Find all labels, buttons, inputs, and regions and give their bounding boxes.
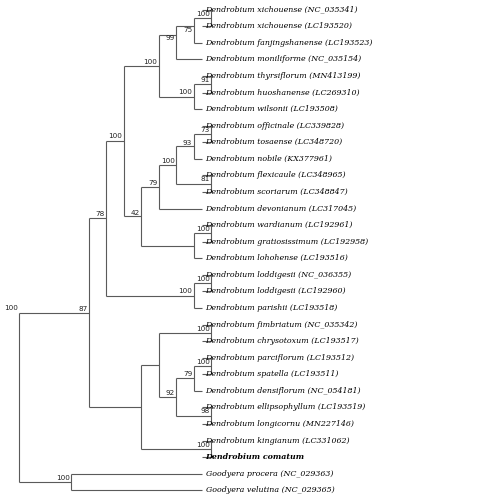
- Text: 100: 100: [109, 134, 122, 140]
- Text: 78: 78: [96, 211, 105, 217]
- Text: Dendrobium spatella (LC193511): Dendrobium spatella (LC193511): [206, 370, 339, 378]
- Text: Dendrobium moniliforme (NC_035154): Dendrobium moniliforme (NC_035154): [206, 56, 362, 64]
- Text: 93: 93: [183, 140, 192, 146]
- Text: Dendrobium thyrsiflorum (MN413199): Dendrobium thyrsiflorum (MN413199): [206, 72, 361, 80]
- Text: Dendrobium kingianum (LC331062): Dendrobium kingianum (LC331062): [206, 436, 350, 444]
- Text: Dendrobium tosaense (LC348720): Dendrobium tosaense (LC348720): [206, 138, 343, 146]
- Text: Dendrobium gratiosissimum (LC192958): Dendrobium gratiosissimum (LC192958): [206, 238, 369, 246]
- Text: Goodyera velutina (NC_029365): Goodyera velutina (NC_029365): [206, 486, 334, 494]
- Text: 42: 42: [131, 210, 140, 216]
- Text: Dendrobium scoriarum (LC348847): Dendrobium scoriarum (LC348847): [206, 188, 348, 196]
- Text: Dendrobium fanjingshanense (LC193523): Dendrobium fanjingshanense (LC193523): [206, 39, 373, 47]
- Text: Dendrobium officinale (LC339828): Dendrobium officinale (LC339828): [206, 122, 344, 130]
- Text: Dendrobium chrysotoxum (LC193517): Dendrobium chrysotoxum (LC193517): [206, 337, 359, 345]
- Text: Dendrobium huoshanense (LC269310): Dendrobium huoshanense (LC269310): [206, 88, 360, 96]
- Text: 100: 100: [196, 442, 210, 448]
- Text: Dendrobium densiflorum (NC_054181): Dendrobium densiflorum (NC_054181): [206, 387, 361, 395]
- Text: Dendrobium loddigesii (NC_036355): Dendrobium loddigesii (NC_036355): [206, 271, 352, 279]
- Text: 79: 79: [183, 371, 192, 377]
- Text: 100: 100: [196, 276, 210, 282]
- Text: 99: 99: [166, 36, 175, 42]
- Text: 91: 91: [200, 77, 210, 83]
- Text: 100: 100: [196, 226, 210, 232]
- Text: 100: 100: [4, 306, 18, 312]
- Text: 100: 100: [56, 474, 70, 480]
- Text: 98: 98: [200, 408, 210, 414]
- Text: 100: 100: [196, 358, 210, 364]
- Text: 100: 100: [178, 288, 192, 294]
- Text: Dendrobium loddigesii (LC192960): Dendrobium loddigesii (LC192960): [206, 288, 346, 296]
- Text: 75: 75: [183, 27, 192, 33]
- Text: Dendrobium flexicaule (LC348965): Dendrobium flexicaule (LC348965): [206, 172, 346, 179]
- Text: Dendrobium xichouense (NC_035341): Dendrobium xichouense (NC_035341): [206, 6, 358, 14]
- Text: Dendrobium wardianum (LC192961): Dendrobium wardianum (LC192961): [206, 221, 353, 229]
- Text: 100: 100: [144, 58, 157, 64]
- Text: Dendrobium longicornu (MN227146): Dendrobium longicornu (MN227146): [206, 420, 355, 428]
- Text: 87: 87: [78, 306, 88, 312]
- Text: Dendrobium xichouense (LC193520): Dendrobium xichouense (LC193520): [206, 22, 353, 30]
- Text: Dendrobium comatum: Dendrobium comatum: [206, 453, 305, 461]
- Text: 100: 100: [196, 10, 210, 16]
- Text: Dendrobium fimbriatum (NC_035342): Dendrobium fimbriatum (NC_035342): [206, 320, 358, 328]
- Text: Dendrobium ellipsophyllum (LC193519): Dendrobium ellipsophyllum (LC193519): [206, 404, 366, 411]
- Text: Goodyera procera (NC_029363): Goodyera procera (NC_029363): [206, 470, 333, 478]
- Text: 73: 73: [200, 126, 210, 132]
- Text: Dendrobium parciflorum (LC193512): Dendrobium parciflorum (LC193512): [206, 354, 355, 362]
- Text: 100: 100: [196, 326, 210, 332]
- Text: 100: 100: [161, 158, 175, 164]
- Text: Dendrobium parishii (LC193518): Dendrobium parishii (LC193518): [206, 304, 338, 312]
- Text: Dendrobium wilsonii (LC193508): Dendrobium wilsonii (LC193508): [206, 105, 339, 113]
- Text: 92: 92: [166, 390, 175, 396]
- Text: 79: 79: [148, 180, 157, 186]
- Text: Dendrobium nobile (KX377961): Dendrobium nobile (KX377961): [206, 155, 333, 163]
- Text: 100: 100: [178, 90, 192, 96]
- Text: Dendrobium lohohense (LC193516): Dendrobium lohohense (LC193516): [206, 254, 348, 262]
- Text: 81: 81: [200, 176, 210, 182]
- Text: Dendrobium devonianum (LC317045): Dendrobium devonianum (LC317045): [206, 204, 357, 212]
